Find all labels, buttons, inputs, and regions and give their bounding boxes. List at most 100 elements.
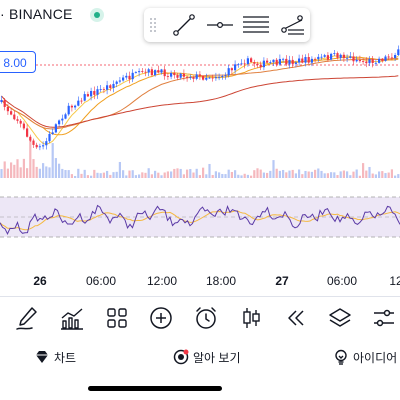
candle-body bbox=[323, 55, 326, 57]
candle-body bbox=[333, 53, 336, 54]
tab-chart[interactable]: 차트 bbox=[34, 346, 76, 368]
volume-bar bbox=[150, 174, 153, 178]
ma-line bbox=[1, 55, 399, 145]
candle-body bbox=[54, 124, 57, 133]
exchange-label: · BINANCE bbox=[0, 6, 73, 22]
volume-bar bbox=[166, 171, 169, 178]
candle-body bbox=[317, 56, 320, 60]
candle-body bbox=[195, 74, 198, 79]
bottom-tab-bar: 차트 알아 보기 아이디어 bbox=[0, 338, 400, 378]
volume-bar bbox=[160, 175, 163, 178]
candle-body bbox=[301, 58, 304, 63]
volume-bars bbox=[0, 140, 400, 178]
volume-bar bbox=[83, 169, 86, 178]
candle-body bbox=[173, 73, 176, 76]
candle-body bbox=[93, 90, 96, 95]
candle-body bbox=[163, 69, 166, 77]
volume-bar bbox=[342, 170, 345, 178]
volume-bar bbox=[269, 170, 272, 178]
candle-body bbox=[355, 59, 358, 62]
candle-body bbox=[42, 145, 45, 147]
candle-body bbox=[10, 111, 13, 115]
tab-ideas[interactable]: 아이디어 bbox=[333, 346, 397, 368]
candle-body bbox=[221, 76, 224, 77]
volume-bar bbox=[96, 172, 99, 178]
price-tag: 8.00 bbox=[0, 51, 36, 73]
volume-bar bbox=[189, 169, 192, 178]
volume-bar bbox=[29, 140, 32, 178]
volume-bar bbox=[266, 172, 269, 178]
brush-icon[interactable] bbox=[12, 303, 42, 333]
candle-body bbox=[138, 71, 141, 73]
volume-bar bbox=[118, 161, 121, 178]
candle-body bbox=[106, 85, 109, 90]
volume-bar bbox=[326, 173, 329, 178]
chart-toolbar bbox=[0, 296, 400, 337]
time-label: 26 bbox=[33, 274, 47, 288]
trend-line-icon[interactable] bbox=[166, 8, 202, 42]
price-chart[interactable] bbox=[0, 40, 400, 270]
candle-body bbox=[291, 59, 294, 64]
volume-bar bbox=[397, 174, 400, 178]
candle-body bbox=[51, 132, 54, 134]
volume-bar bbox=[202, 167, 205, 178]
candle-body bbox=[237, 64, 240, 66]
candle-body bbox=[70, 105, 73, 108]
pitchfork-icon[interactable] bbox=[274, 8, 310, 42]
volume-bar bbox=[262, 172, 265, 178]
volume-bar bbox=[250, 175, 253, 178]
volume-bar bbox=[93, 169, 96, 178]
volume-bar bbox=[70, 174, 73, 178]
time-label: 12:00 bbox=[146, 274, 178, 288]
tab-explore[interactable]: 알아 보기 bbox=[173, 346, 241, 368]
grip-icon[interactable] bbox=[144, 8, 162, 42]
candles-icon[interactable] bbox=[236, 303, 266, 333]
fib-retracement-icon[interactable] bbox=[238, 8, 274, 42]
rewind-icon[interactable] bbox=[280, 303, 310, 333]
candle-body bbox=[314, 58, 317, 60]
layers-icon[interactable] bbox=[325, 303, 355, 333]
candle-body bbox=[38, 146, 41, 148]
candle-body bbox=[102, 88, 105, 90]
candle-body bbox=[234, 64, 237, 71]
rsi-ma-line bbox=[0, 210, 400, 231]
volume-bar bbox=[307, 171, 310, 178]
volume-bar bbox=[58, 163, 61, 178]
time-axis: 26 06:00 12:00 18:00 27 06:00 12 bbox=[0, 274, 400, 290]
candle-body bbox=[352, 56, 355, 62]
horizontal-ray-icon[interactable] bbox=[202, 8, 238, 42]
candle-body bbox=[381, 58, 384, 61]
home-indicator bbox=[88, 386, 222, 391]
candle-body bbox=[218, 76, 221, 78]
add-icon[interactable] bbox=[146, 303, 176, 333]
indicators-icon[interactable] bbox=[57, 303, 87, 333]
candle-body bbox=[86, 94, 89, 97]
volume-bar bbox=[291, 169, 294, 178]
candle-body bbox=[272, 59, 275, 63]
candle-body bbox=[154, 70, 157, 76]
volume-bar bbox=[256, 168, 259, 178]
alarm-icon[interactable] bbox=[191, 303, 221, 333]
gem-icon bbox=[36, 351, 48, 363]
candle-body bbox=[208, 77, 211, 79]
live-status-icon bbox=[90, 8, 104, 22]
volume-bar bbox=[301, 174, 304, 178]
grid-icon[interactable] bbox=[102, 303, 132, 333]
candle-body bbox=[176, 75, 179, 78]
candle-body bbox=[16, 119, 19, 121]
candle-body bbox=[205, 77, 208, 80]
volume-bar bbox=[109, 174, 112, 178]
volume-bar bbox=[346, 171, 349, 178]
volume-bar bbox=[218, 172, 221, 178]
settings-sliders-icon[interactable] bbox=[369, 303, 399, 333]
volume-bar bbox=[195, 168, 198, 178]
volume-bar bbox=[176, 168, 179, 178]
volume-bar bbox=[179, 168, 182, 178]
candle-body bbox=[250, 58, 253, 63]
volume-bar bbox=[368, 166, 371, 178]
volume-bar bbox=[230, 171, 233, 178]
candle-body bbox=[61, 118, 64, 121]
volume-bar bbox=[294, 173, 297, 178]
volume-bar bbox=[374, 174, 377, 178]
candle-body bbox=[32, 140, 35, 145]
